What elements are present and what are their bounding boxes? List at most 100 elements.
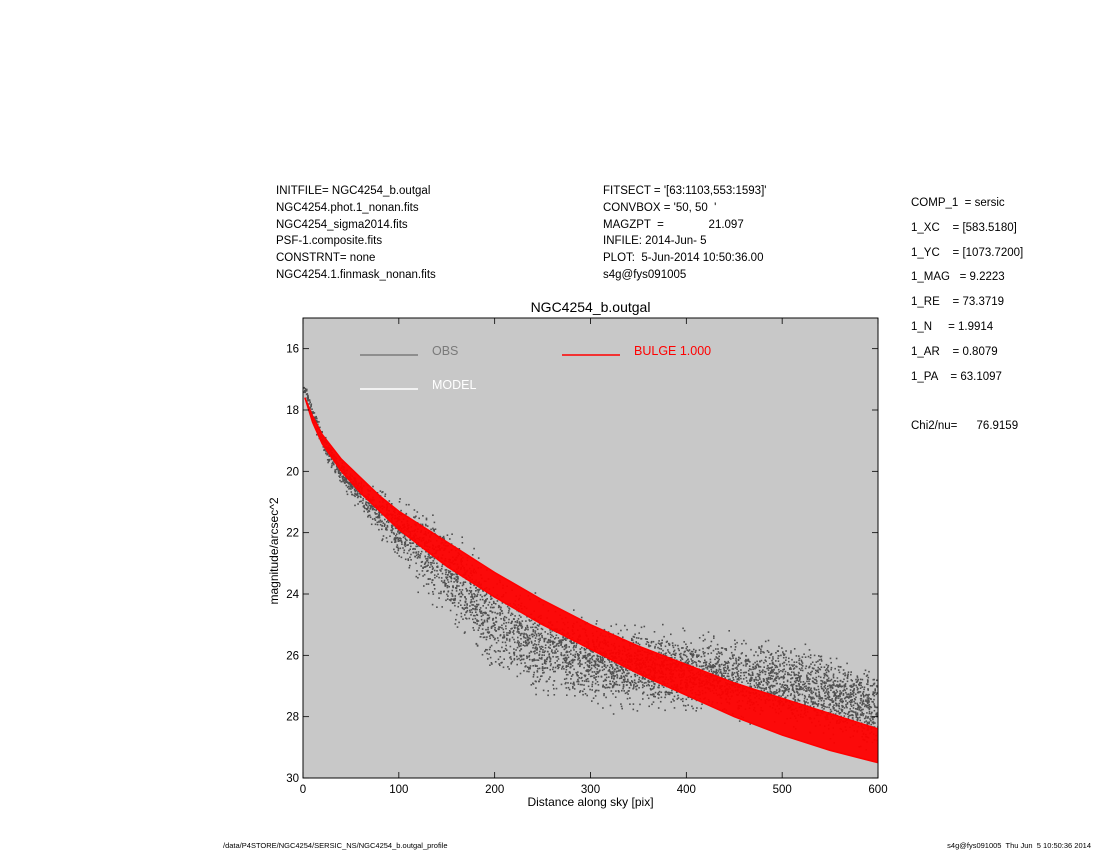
obs-point	[859, 681, 861, 684]
obs-point	[793, 648, 796, 650]
obs-point	[330, 466, 333, 469]
obs-point	[503, 615, 506, 618]
obs-point	[723, 670, 726, 672]
obs-point	[753, 654, 755, 657]
obs-point	[438, 576, 440, 579]
obs-point	[473, 629, 475, 631]
obs-point	[813, 664, 816, 666]
obs-point	[725, 649, 728, 651]
obs-point	[769, 672, 772, 674]
obs-point	[772, 670, 774, 673]
obs-point	[742, 664, 745, 667]
obs-point	[571, 665, 574, 667]
obs-point	[584, 654, 586, 657]
obs-point	[825, 691, 827, 693]
obs-point	[544, 667, 546, 669]
obs-point	[586, 647, 588, 649]
obs-point	[667, 693, 670, 695]
obs-point	[785, 688, 788, 690]
obs-point	[543, 638, 546, 641]
obs-point	[608, 676, 610, 678]
obs-point	[414, 548, 416, 550]
obs-point	[422, 566, 424, 569]
obs-point	[610, 673, 613, 676]
obs-point	[817, 704, 819, 706]
obs-point	[784, 688, 787, 691]
obs-point	[775, 673, 778, 676]
obs-point	[490, 594, 492, 597]
obs-point	[481, 653, 484, 656]
obs-point	[480, 610, 483, 613]
obs-point	[488, 631, 491, 633]
obs-point	[586, 694, 588, 697]
obs-point	[819, 695, 821, 698]
obs-point	[701, 703, 703, 705]
obs-point	[704, 638, 706, 641]
obs-point	[634, 675, 637, 678]
obs-point	[782, 694, 784, 696]
obs-point	[489, 656, 492, 659]
obs-point	[331, 464, 333, 467]
obs-point	[371, 508, 374, 511]
obs-point	[805, 701, 808, 703]
obs-point	[339, 472, 342, 474]
obs-point	[824, 706, 826, 708]
obs-point	[469, 586, 472, 589]
obs-point	[596, 681, 599, 683]
obs-point	[579, 650, 582, 653]
obs-point	[785, 656, 787, 659]
obs-point	[596, 656, 599, 658]
obs-point	[808, 673, 811, 675]
obs-point	[543, 671, 545, 674]
obs-point	[528, 670, 530, 673]
obs-point	[590, 667, 593, 669]
obs-point	[778, 690, 781, 693]
obs-point	[487, 632, 490, 634]
obs-point	[585, 656, 588, 659]
obs-point	[374, 523, 377, 526]
obs-point	[673, 700, 675, 702]
obs-point	[762, 687, 764, 690]
obs-point	[337, 469, 340, 471]
obs-point	[772, 680, 775, 683]
obs-point	[674, 654, 677, 657]
obs-point	[454, 623, 457, 625]
obs-point	[776, 691, 779, 694]
obs-point	[724, 672, 727, 674]
obs-point	[322, 446, 325, 448]
obs-point	[356, 493, 359, 495]
obs-point	[873, 698, 875, 701]
obs-point	[689, 652, 692, 655]
obs-point	[643, 678, 645, 680]
obs-point	[433, 562, 435, 564]
obs-point	[558, 645, 560, 647]
obs-point	[390, 524, 393, 527]
obs-point	[754, 665, 757, 667]
obs-point	[475, 606, 478, 608]
obs-point	[839, 690, 841, 692]
obs-point	[852, 694, 855, 697]
obs-point	[638, 632, 640, 634]
obs-point	[715, 656, 717, 658]
obs-point	[510, 662, 512, 665]
obs-point	[795, 655, 798, 657]
obs-point	[381, 539, 383, 542]
obs-point	[849, 689, 852, 691]
obs-point	[823, 686, 826, 688]
obs-point	[836, 677, 839, 679]
obs-point	[810, 699, 813, 701]
obs-point	[563, 648, 566, 651]
obs-point	[799, 676, 801, 679]
obs-point	[777, 660, 780, 662]
obs-point	[543, 637, 545, 640]
obs-point	[782, 686, 784, 688]
obs-point	[868, 700, 870, 702]
obs-point	[596, 620, 598, 622]
obs-point	[549, 629, 551, 631]
obs-point	[856, 680, 859, 682]
obs-point	[749, 678, 752, 681]
obs-point	[497, 606, 500, 609]
obs-point	[516, 663, 518, 666]
obs-point	[316, 421, 319, 423]
obs-point	[721, 672, 723, 675]
